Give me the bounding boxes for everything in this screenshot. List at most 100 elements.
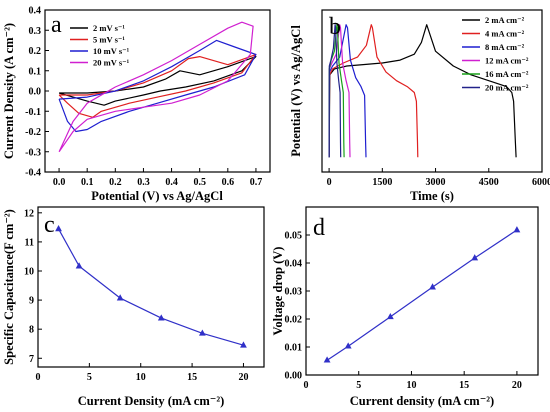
panel-a-xtick-label: 0.2	[109, 177, 122, 188]
panel-c-ytick-label: 11	[25, 237, 34, 248]
panel-d-ytick-label: 0.00	[285, 371, 303, 382]
panel-a-xtick-label: 0.0	[53, 177, 66, 188]
panel-d-ytick-label: 0.04	[285, 259, 303, 270]
panel-a-xtick-label: 0.7	[250, 177, 263, 188]
panel-b-legend-label: 20 mA cm⁻²	[485, 83, 529, 93]
panel-b-legend-label: 4 mA cm⁻²	[485, 29, 525, 39]
panel-d-ytick-label: 0.02	[285, 315, 303, 326]
panel-a-ytick-label: 0.2	[29, 46, 42, 57]
panel-b-xtick-label: 4500	[479, 177, 499, 188]
panel-a-ylabel: Current Density (A cm⁻²)	[2, 23, 16, 159]
panel-d-xtick-label: 5	[356, 380, 361, 391]
panel-c-yticks: 7 8 9 10 11 12	[24, 208, 42, 365]
panel-c-marks	[55, 225, 247, 348]
panel-d-data-point	[471, 254, 479, 261]
panel-b-legend: 2 mA cm⁻² 4 mA cm⁻² 8 mA cm⁻² 12 mA cm⁻² 16 …	[462, 15, 529, 93]
panel-b-legend-label: 16 mA cm⁻²	[485, 69, 529, 79]
panel-b-frame	[321, 9, 543, 173]
panel-d-letter: d	[313, 215, 325, 241]
panel-b-legend-label: 2 mA cm⁻²	[485, 15, 525, 25]
panel-b-legend-label: 12 mA cm⁻²	[485, 56, 529, 66]
panel-a-series-line	[58, 55, 257, 106]
panel-c-ytick-label: 10	[24, 267, 34, 278]
panel-d-data-point	[429, 283, 436, 290]
panel-a-legend-label: 10 mV s⁻¹	[93, 46, 130, 56]
panel-b-series-line	[328, 24, 342, 158]
panel-a-series-line	[58, 21, 254, 153]
panel-a-xlabel: Potential (V) vs Ag/AgCl	[91, 189, 223, 203]
panel-b-xtick-label: 3000	[426, 177, 446, 188]
panel-c-xtick-label: 15	[187, 372, 197, 383]
panel-b-series-line	[328, 24, 419, 158]
panel-d-ytick-label: 0.05	[285, 231, 303, 242]
panel-a-frame	[44, 9, 271, 173]
panel-a-marks	[58, 21, 257, 153]
panel-b-series-line	[328, 24, 367, 158]
panel-a-xtick-label: 0.5	[193, 177, 206, 188]
panel-c-series-line	[57, 228, 244, 346]
panel-a-xtick-label: 0.3	[137, 177, 150, 188]
panel-a-yticks: -0.4 -0.3 -0.2 -0.1 0.0 0.1 0.2 0.3 0.4	[25, 6, 49, 179]
panel-d-series-line	[326, 229, 518, 361]
panel-a-ytick-label: -0.3	[25, 147, 41, 158]
panel-c-data-point	[75, 262, 83, 269]
panel-d-xtick-label: 15	[459, 380, 469, 391]
panel-b: 0 1500 3000 4500 6000 b Time (s) Potential (…	[289, 9, 550, 203]
panel-b-xtick-label: 6000	[532, 177, 550, 188]
panel-c-xlabel: Current Density (mA cm⁻²)	[78, 394, 225, 408]
panel-c-ylabel: Specific Capacitance(F cm⁻²)	[2, 209, 16, 365]
panel-c-data-point	[55, 225, 62, 232]
panel-a-xtick-label: 0.4	[165, 177, 178, 188]
panel-d-xtick-label: 10	[406, 380, 416, 391]
panel-b-xlabel: Time (s)	[410, 189, 454, 203]
panel-c-xtick-label: 5	[87, 372, 92, 383]
panel-c-xtick-label: 10	[136, 372, 146, 383]
panel-d-marks	[323, 226, 521, 363]
panel-d-xlabel: Current density (mA cm⁻²)	[350, 394, 494, 408]
panel-a-xticks: 0.0 0.1 0.2 0.3 0.4 0.5 0.6 0.7	[53, 168, 262, 188]
panel-a-legend-label: 2 mV s⁻¹	[93, 23, 125, 33]
panel-b-xtick-label: 1500	[372, 177, 392, 188]
panel-a-legend-label: 20 mV s⁻¹	[93, 58, 130, 68]
panel-d-data-point	[386, 312, 394, 320]
panel-a-ytick-label: 0.3	[29, 26, 42, 37]
panel-b-series-line	[328, 24, 351, 158]
panel-d: 0 5 10 15 20 0.00 0.01 0.02 0.03 0.04 0.05 d Curr…	[271, 206, 539, 408]
panel-c-ytick-label: 9	[29, 296, 34, 307]
panel-c-ytick-label: 12	[24, 208, 34, 219]
panel-d-yticks: 0.00 0.01 0.02 0.03 0.04 0.05	[285, 231, 310, 382]
panel-a-legend: 2 mV s⁻¹ 5 mV s⁻¹10 mV s⁻¹ 20 mV s⁻¹	[70, 23, 130, 68]
panel-b-series-line	[328, 24, 517, 158]
panel-a-ytick-label: -0.4	[25, 168, 41, 179]
panel-c-data-point	[157, 314, 165, 321]
panel-c-xticks: 0 5 10 15 20	[36, 363, 248, 383]
panel-b-letter: b	[329, 14, 341, 40]
panel-b-ylabel: Potential (V) vs Ag/AgCl	[289, 25, 303, 157]
panel-a-legend-label: 5 mV s⁻¹	[93, 35, 125, 45]
panel-b-xtick-label: 0	[327, 177, 332, 188]
panel-a-ytick-label: 0.0	[29, 87, 42, 98]
panel-d-data-point	[513, 226, 521, 233]
panel-a-xtick-label: 0.1	[81, 177, 94, 188]
panel-c-xtick-label: 0	[36, 372, 41, 383]
panel-a-ytick-label: -0.2	[25, 127, 41, 138]
panel-c: 0 5 10 15 20 7 8 9 10 11 12 c Current Density (mA…	[2, 206, 265, 408]
panel-b-legend-label: 8 mA cm⁻²	[485, 42, 525, 52]
panel-c-ytick-label: 7	[29, 354, 34, 365]
panel-d-data-point	[344, 342, 352, 349]
panel-d-ylabel: Voltage drop (V)	[271, 247, 285, 336]
panel-c-data-point	[116, 294, 124, 301]
panel-d-frame	[305, 206, 539, 376]
panel-c-data-point	[240, 341, 247, 348]
panel-a: 0.0 0.1 0.2 0.3 0.4 0.5 0.6 0.7 -0.4 -0.3 -0.2 -0.…	[2, 6, 271, 203]
panel-c-data-point	[198, 329, 206, 336]
panel-a-ytick-label: 0.1	[29, 66, 42, 77]
panel-d-xticks: 0 5 10 15 20	[304, 371, 522, 391]
panel-d-xtick-label: 0	[304, 380, 309, 391]
panel-c-ytick-label: 8	[29, 325, 34, 336]
panel-a-xtick-label: 0.6	[222, 177, 235, 188]
panel-a-ytick-label: -0.1	[25, 107, 41, 118]
panel-d-data-point	[323, 356, 331, 363]
panel-c-letter: c	[44, 212, 55, 238]
